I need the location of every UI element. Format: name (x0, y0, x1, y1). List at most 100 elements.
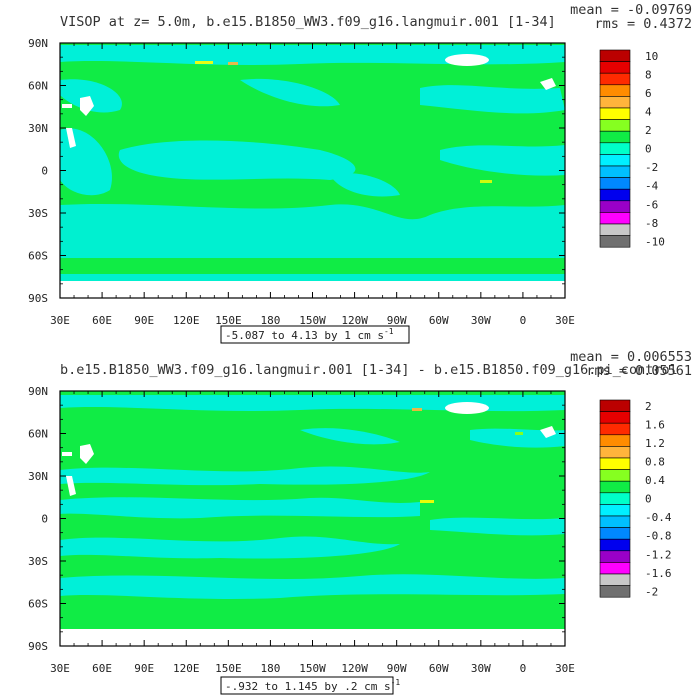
panel-1-axes: 30E 60E 90E 120E 150E 180 150W 120W 90W 60W 30W 0 30… (28, 37, 575, 327)
colorbar-label: -0.8 (645, 530, 672, 543)
colorbar-swatch (599, 562, 631, 575)
x-tick-label: 150W (299, 662, 326, 675)
colorbar-swatch (599, 212, 631, 225)
x-tick-label: 150E (215, 662, 242, 675)
colorbar-swatch (599, 457, 631, 470)
colorbar-label: -6 (645, 198, 658, 211)
colorbar-swatch (599, 585, 631, 598)
panel-1-title: VISOP at z= 5.0m, b.e15.B1850_WW3.f09_g1… (60, 14, 556, 30)
panel-1: VISOP at z= 5.0m, b.e15.B1850_WW3.f09_g1… (28, 2, 692, 344)
panel-1-range-label: -5.087 to 4.13 by 1 cm s-1 (225, 327, 394, 342)
colorbar-swatch (599, 142, 631, 155)
colorbar-swatch (599, 130, 631, 144)
x-tick-label: 60W (429, 314, 449, 327)
panel-1-range-box (220, 325, 410, 344)
colorbar-label: 0.8 (645, 455, 665, 468)
colorbar-label: 2 (645, 400, 652, 413)
colorbar-swatch (599, 480, 631, 494)
x-tick-label: 90W (387, 662, 407, 675)
colorbar-swatch (599, 107, 631, 120)
y-tick-label: 30N (28, 122, 48, 135)
x-tick-label: 150W (299, 314, 326, 327)
colorbar-label: -0.4 (645, 511, 672, 524)
y-tick-label: 90S (28, 640, 48, 653)
y-tick-label: 60N (28, 80, 48, 93)
colorbar-swatch (599, 469, 631, 482)
panel-2-axes: 30E 60E 90E 120E 150E 180 150W 120W 90W 60W 30W 0 30… (28, 385, 575, 675)
colorbar-label: -1.6 (645, 567, 672, 580)
colorbar-swatch (599, 538, 631, 552)
colorbar-label: -4 (645, 180, 659, 193)
panel-2-greenland (445, 402, 489, 414)
y-tick-label: 90N (28, 37, 48, 50)
x-tick-label: 180 (260, 314, 280, 327)
x-tick-label: 0 (520, 314, 527, 327)
colorbar-swatch (599, 235, 631, 248)
panel-2-mean: mean = 0.006553 (570, 349, 692, 365)
colorbar-swatch (599, 165, 631, 178)
colorbar-swatch (599, 515, 631, 528)
colorbar-swatch (599, 84, 631, 97)
x-tick-label: 30W (471, 314, 491, 327)
y-tick-label: 60N (28, 428, 48, 441)
colorbar-label: 2 (645, 124, 652, 137)
panel-1-map (60, 43, 565, 298)
colorbar-swatch (599, 422, 631, 436)
colorbar-label: -8 (645, 217, 658, 230)
panel-1-rms: rms = 0.4372 (594, 16, 692, 32)
y-tick-label: 60S (28, 598, 48, 611)
x-tick-label: 30E (555, 314, 575, 327)
panel-2: b.e15.B1850_WW3.f09_g16.langmuir.001 [1-… (28, 349, 692, 695)
y-tick-label: 90S (28, 292, 48, 305)
colorbar-swatch (599, 573, 631, 586)
y-tick-label: 30S (28, 555, 48, 568)
colorbar-swatch (599, 223, 631, 236)
x-tick-label: 90E (134, 314, 154, 327)
colorbar-swatch (599, 411, 631, 424)
colorbar-swatch (599, 399, 631, 412)
colorbar-label: 0 (645, 493, 652, 506)
y-tick-label: 0 (41, 513, 48, 526)
colorbar-swatch (599, 527, 631, 540)
colorbar-swatch (599, 446, 631, 459)
x-tick-label: 120E (173, 662, 200, 675)
x-tick-label: 120E (173, 314, 200, 327)
colorbar-swatch (599, 434, 631, 447)
colorbar-swatch (599, 188, 631, 202)
colorbar-label: -2 (645, 585, 658, 598)
panel-2-map (60, 391, 565, 646)
y-tick-label: 60S (28, 250, 48, 263)
panel-2-rms: rms = 0.05561 (586, 363, 692, 379)
colorbar-swatch (599, 177, 631, 190)
colorbar-swatch (599, 119, 631, 132)
x-tick-label: 60E (92, 314, 112, 327)
x-tick-label: 90E (134, 662, 154, 675)
colorbar-label: 0 (645, 143, 652, 156)
x-tick-label: 30E (50, 662, 70, 675)
colorbar-swatch (599, 154, 631, 167)
panel-2-colorbar: 2 1.6 1.2 0.8 0.4 0 -0.4 -0.8 -1.2 -1.6 -2 (599, 399, 672, 598)
y-tick-label: 90N (28, 385, 48, 398)
x-tick-label: 0 (520, 662, 527, 675)
colorbar-swatch (599, 49, 631, 62)
colorbar-label: 1.6 (645, 418, 665, 431)
colorbar-swatch (599, 550, 631, 563)
colorbar-label: 1.2 (645, 437, 665, 450)
panel-2-range-label: -.932 to 1.145 by .2 cm s-1 (225, 678, 400, 693)
x-tick-label: 60E (92, 662, 112, 675)
x-tick-label: 150E (215, 314, 242, 327)
colorbar-label: 0.4 (645, 474, 665, 487)
y-tick-label: 30S (28, 207, 48, 220)
y-tick-label: 30N (28, 470, 48, 483)
x-tick-label: 30W (471, 662, 491, 675)
colorbar-label: -1.2 (645, 548, 672, 561)
panel-1-greenland (445, 54, 489, 66)
colorbar-label: 4 (645, 105, 652, 118)
x-tick-label: 120W (341, 662, 368, 675)
colorbar-swatch (599, 504, 631, 517)
x-tick-label: 30E (50, 314, 70, 327)
colorbar-label: -10 (645, 235, 665, 248)
colorbar-swatch (599, 72, 631, 86)
x-tick-label: 30E (555, 662, 575, 675)
